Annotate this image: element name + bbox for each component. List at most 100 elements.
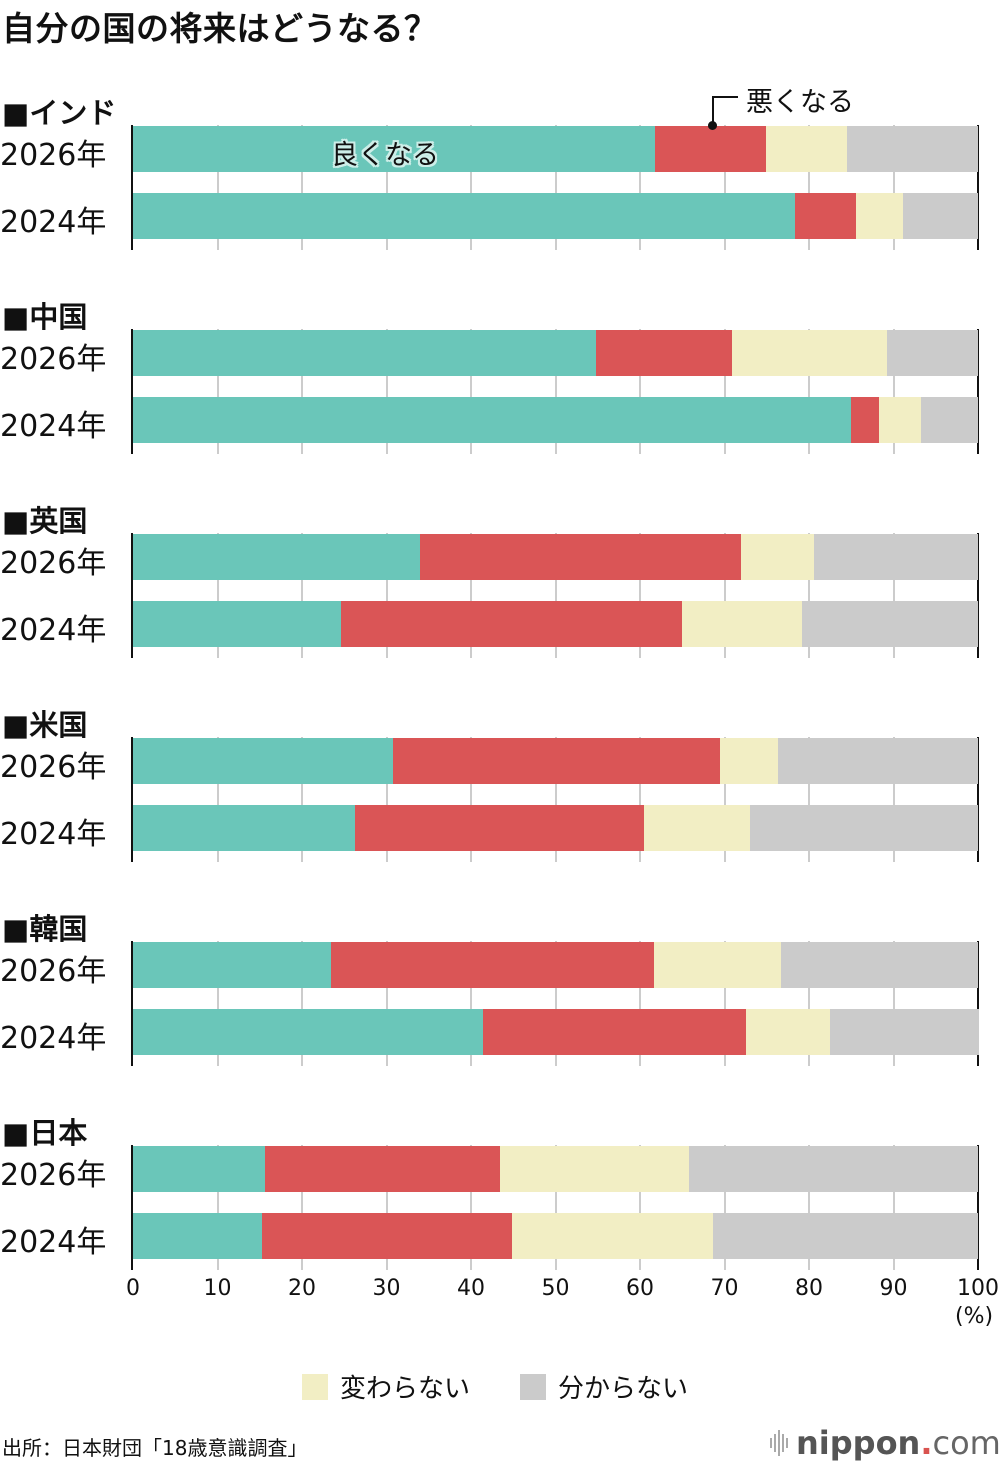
bar-segment-unknown xyxy=(814,534,979,580)
bar-segment-same xyxy=(512,1213,714,1259)
gridline xyxy=(554,125,557,250)
country-group: ■米国 2026年 2024年 xyxy=(0,708,1000,924)
bar-segment-good xyxy=(133,193,796,239)
bar-segment-unknown xyxy=(781,942,979,988)
bar-segment-same xyxy=(499,1146,690,1192)
stacked-bar xyxy=(133,601,979,647)
year-label: 2026年 xyxy=(0,954,107,989)
y-axis-line xyxy=(131,329,133,454)
legend-item-same: 変わらない xyxy=(302,1368,470,1405)
stacked-bar xyxy=(133,330,979,376)
axis-line-100 xyxy=(977,125,979,250)
year-label: 2024年 xyxy=(0,205,107,240)
gridline xyxy=(808,125,810,250)
gridline xyxy=(723,329,726,454)
bar-segment-bad xyxy=(340,601,683,647)
bar-segment-good xyxy=(133,738,394,784)
year-label: 2024年 xyxy=(0,1225,107,1260)
bar-segment-unknown xyxy=(689,1146,979,1192)
axis-line-100 xyxy=(977,533,979,658)
callout-leader-vertical xyxy=(712,96,714,126)
x-tick-label: 90 xyxy=(879,1276,908,1301)
bar-segment-bad xyxy=(482,1009,747,1055)
country-header: ■中国 xyxy=(2,300,88,334)
gridline xyxy=(554,941,557,1066)
year-label: 2026年 xyxy=(0,1158,107,1193)
legend-swatch-same xyxy=(302,1373,328,1400)
bar-segment-same xyxy=(879,397,922,443)
bar-segment-bad xyxy=(794,193,857,239)
gridline xyxy=(639,1145,641,1270)
stacked-bar xyxy=(133,1146,979,1192)
gridline xyxy=(385,125,388,250)
stacked-bar xyxy=(133,126,979,172)
gridline xyxy=(723,125,726,250)
gridline xyxy=(892,329,895,454)
bad-label: 悪くなる xyxy=(746,87,854,118)
axis-line-100 xyxy=(977,1145,979,1270)
gridline xyxy=(470,533,472,658)
gridline xyxy=(216,737,219,862)
year-label: 2026年 xyxy=(0,138,107,173)
x-tick-label: 100 xyxy=(957,1276,999,1301)
x-tick-label: 60 xyxy=(626,1276,654,1301)
gridline xyxy=(301,941,303,1066)
legend-label-same: 変わらない xyxy=(340,1374,471,1404)
bar-segment-good xyxy=(133,126,656,172)
bar-segment-bad xyxy=(330,942,654,988)
bar-segment-same xyxy=(720,738,779,784)
callout-leader-horizontal xyxy=(712,96,738,98)
gridline xyxy=(723,737,726,862)
y-axis-line xyxy=(131,533,133,658)
stacked-bar xyxy=(133,1213,979,1259)
bar-segment-good xyxy=(133,805,356,851)
bar-segment-unknown xyxy=(920,397,979,443)
chart-title: 自分の国の将来はどうなる？ xyxy=(2,9,438,48)
country-header: ■インド xyxy=(2,96,117,130)
bar-segment-good xyxy=(133,1009,484,1055)
legend-label-unknown: 分からない xyxy=(558,1374,689,1404)
bar-segment-same xyxy=(644,805,751,851)
gridline xyxy=(385,737,388,862)
gridline xyxy=(639,533,641,658)
legend-item-unknown: 分からない xyxy=(520,1368,688,1405)
gridline xyxy=(470,125,472,250)
country-group: ■日本 2026年 2024年 xyxy=(0,1116,1000,1332)
stacked-bar xyxy=(133,1009,979,1055)
country-header: ■韓国 xyxy=(2,912,88,946)
bar-segment-unknown xyxy=(902,193,979,239)
year-label: 2026年 xyxy=(0,342,107,377)
gridline xyxy=(554,533,557,658)
country-header: ■米国 xyxy=(2,708,88,742)
x-tick-label: 0 xyxy=(126,1276,140,1301)
bar-segment-same xyxy=(856,193,904,239)
bar-segment-good xyxy=(133,534,421,580)
gridline xyxy=(723,1145,726,1270)
gridline xyxy=(554,737,557,862)
bar-segment-good xyxy=(133,1213,263,1259)
gridline xyxy=(301,533,303,658)
x-tick-label: 50 xyxy=(541,1276,570,1301)
gridline xyxy=(216,1145,219,1270)
stacked-bar xyxy=(133,193,979,239)
year-label: 2024年 xyxy=(0,817,107,852)
callout-dot xyxy=(708,121,717,130)
country-group: ■英国 2026年 2024年 xyxy=(0,504,1000,720)
bar-segment-unknown xyxy=(847,126,979,172)
bar-segment-same xyxy=(682,601,803,647)
gridline xyxy=(808,533,810,658)
gridline xyxy=(216,533,219,658)
gridline xyxy=(808,329,810,454)
bar-segment-bad xyxy=(851,397,880,443)
gridline xyxy=(892,125,895,250)
bar-segment-unknown xyxy=(712,1213,979,1259)
brand-dot: . xyxy=(920,1424,933,1462)
stacked-bar xyxy=(133,534,979,580)
gridline xyxy=(470,941,472,1066)
bar-segment-unknown xyxy=(830,1009,979,1055)
stacked-bar xyxy=(133,397,979,443)
stacked-bar xyxy=(133,738,979,784)
gridline xyxy=(385,941,388,1066)
gridline xyxy=(808,1145,810,1270)
legend-swatch-unknown xyxy=(520,1373,546,1400)
